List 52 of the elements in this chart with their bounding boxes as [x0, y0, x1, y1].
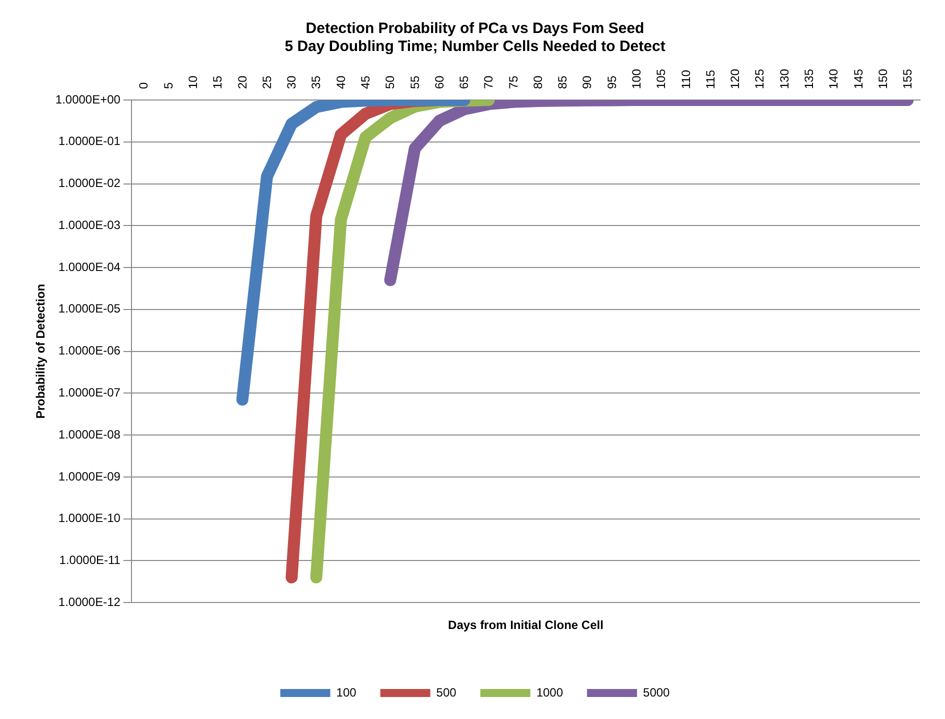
x-tick-label: 50: [383, 75, 398, 90]
x-tick-label: 140: [826, 68, 841, 90]
x-tick-label: 85: [556, 75, 570, 90]
y-axis-title: Probability of Detection: [34, 284, 48, 419]
x-tick-label: 5: [161, 82, 176, 90]
legend-label: 1000: [536, 685, 564, 700]
legend-label: 5000: [643, 685, 670, 700]
x-tick-label: 15: [210, 75, 225, 90]
x-tick-label: 145: [851, 68, 866, 90]
x-tick-label: 155: [900, 68, 915, 90]
y-tick-label: 1.0000E-11: [59, 553, 121, 568]
y-tick-label: 1.0000E-07: [58, 386, 121, 400]
y-tick-label: 1.0000E-06: [58, 344, 121, 358]
x-tick-label: 100: [630, 68, 644, 90]
x-tick-label: 95: [604, 75, 619, 90]
x-tick-label: 115: [703, 70, 718, 90]
x-tick-label: 120: [728, 68, 742, 90]
x-tick-label: 20: [235, 75, 250, 90]
x-tick-label: 55: [408, 75, 422, 90]
y-tick-label: 1.0000E-04: [58, 260, 121, 274]
y-tick-label: 1.0000E-05: [58, 302, 121, 316]
x-tick-label: 60: [432, 75, 446, 90]
x-tick-label: 45: [358, 75, 372, 90]
y-tick-label: 1.0000E+00: [55, 92, 121, 106]
y-tick-label: 1.0000E-03: [58, 218, 121, 232]
x-tick-label: 125: [752, 68, 767, 90]
x-tick-label: 35: [309, 75, 324, 90]
x-tick-label: 150: [876, 68, 890, 90]
x-tick-label: 90: [580, 75, 594, 90]
y-tick-label: 1.0000E-02: [58, 176, 121, 190]
y-tick-label: 1.0000E-10: [58, 511, 121, 526]
chart-title: Detection Probability of PCa vs Days Fom Seed 5 Day Doubling Time; Number Cells Needed to Detect: [284, 20, 666, 56]
x-tick-label: 70: [482, 75, 496, 90]
y-tick-label: 1.0000E-09: [58, 469, 121, 484]
y-tick-label: 1.0000E-12: [58, 594, 121, 609]
x-axis-title: Days from Initial Clone Cell: [448, 618, 604, 632]
x-tick-label: 135: [802, 68, 816, 90]
x-tick-label: 40: [334, 75, 348, 90]
y-tick-label: 1.0000E-08: [58, 427, 121, 442]
legend-label: 500: [436, 685, 457, 700]
x-tick-label: 105: [654, 68, 668, 90]
x-tick-label: 65: [457, 75, 472, 90]
x-tick-label: 10: [186, 75, 200, 90]
x-tick-label: 75: [506, 75, 520, 90]
x-tick-label: 25: [260, 75, 274, 90]
x-tick-label: 110: [678, 70, 693, 90]
x-tick-label: 130: [777, 68, 792, 90]
legend-label: 100: [336, 685, 357, 700]
x-tick-label: 30: [284, 75, 299, 90]
y-tick-label: 1.0000E-01: [58, 134, 121, 148]
x-tick-label: 80: [530, 75, 545, 90]
x-tick-label: 0: [136, 82, 151, 90]
